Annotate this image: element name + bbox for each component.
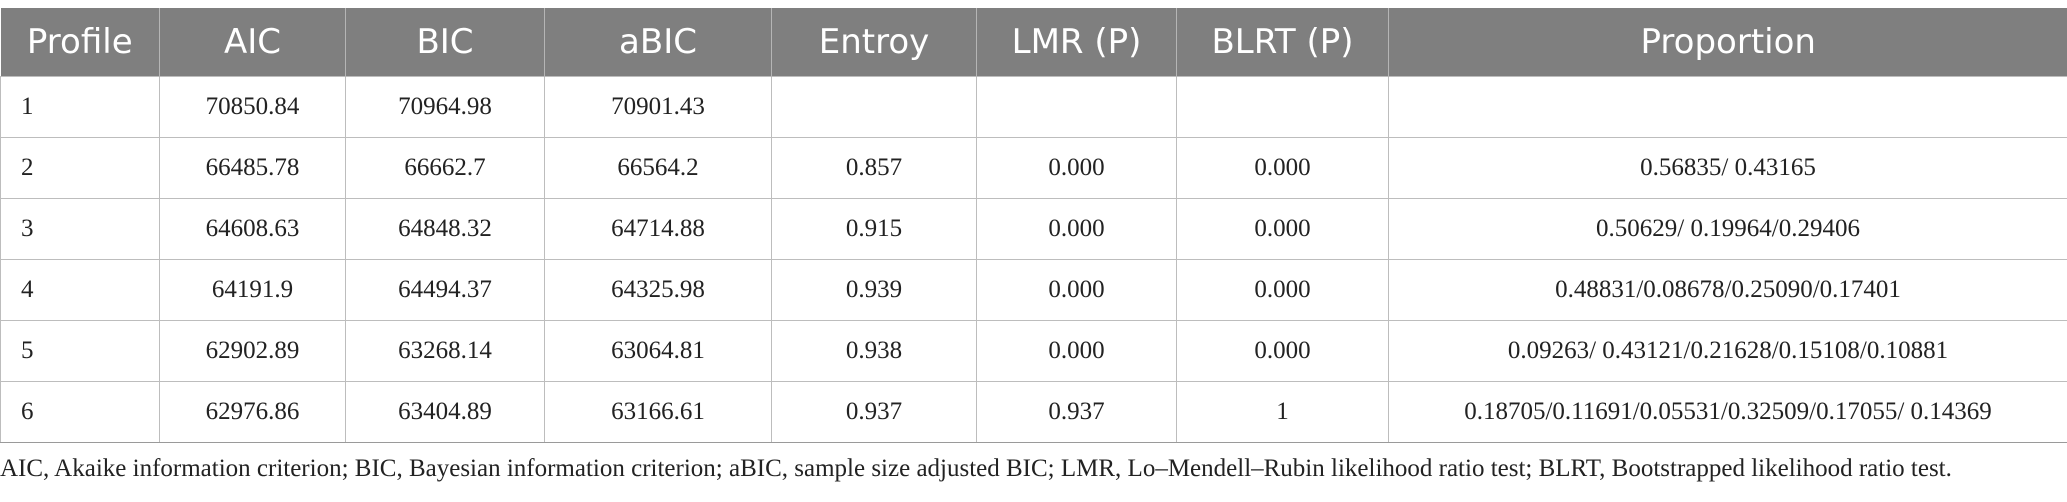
cell-entropy: 0.938 xyxy=(771,320,977,382)
cell-lmr: 0.000 xyxy=(976,137,1177,199)
cell-entropy: 0.915 xyxy=(771,198,977,260)
cell-profile: 3 xyxy=(0,198,160,260)
cell-profile: 4 xyxy=(0,259,160,321)
cell-abic: 63064.81 xyxy=(544,320,772,382)
cell-proportion: 0.09263/ 0.43121/0.21628/0.15108/0.10881 xyxy=(1388,320,2067,382)
header-blrt: BLRT (P) xyxy=(1176,8,1389,77)
profile-fit-table: Profile AIC BIC aBIC Entroy LMR (P) BLRT… xyxy=(0,8,2067,443)
cell-aic: 64608.63 xyxy=(159,198,346,260)
header-abic: aBIC xyxy=(544,8,772,77)
cell-aic: 64191.9 xyxy=(159,259,346,321)
cell-profile: 2 xyxy=(0,137,160,199)
cell-entropy: 0.939 xyxy=(771,259,977,321)
cell-bic: 70964.98 xyxy=(345,76,545,138)
header-bic: BIC xyxy=(345,8,545,77)
cell-lmr: 0.937 xyxy=(976,381,1177,443)
cell-proportion: 0.18705/0.11691/0.05531/0.32509/0.17055/… xyxy=(1388,381,2067,443)
cell-entropy: 0.937 xyxy=(771,381,977,443)
cell-abic: 63166.61 xyxy=(544,381,772,443)
cell-lmr xyxy=(976,76,1177,138)
cell-profile: 5 xyxy=(0,320,160,382)
table-row: 3 64608.63 64848.32 64714.88 0.915 0.000… xyxy=(0,198,2067,260)
header-aic: AIC xyxy=(159,8,346,77)
cell-proportion: 0.48831/0.08678/0.25090/0.17401 xyxy=(1388,259,2067,321)
cell-profile: 6 xyxy=(0,381,160,443)
cell-entropy xyxy=(771,76,977,138)
cell-aic: 66485.78 xyxy=(159,137,346,199)
cell-proportion: 0.50629/ 0.19964/0.29406 xyxy=(1388,198,2067,260)
cell-profile: 1 xyxy=(0,76,160,138)
cell-bic: 63268.14 xyxy=(345,320,545,382)
cell-bic: 63404.89 xyxy=(345,381,545,443)
cell-lmr: 0.000 xyxy=(976,320,1177,382)
cell-aic: 62976.86 xyxy=(159,381,346,443)
cell-abic: 64325.98 xyxy=(544,259,772,321)
cell-blrt: 0.000 xyxy=(1176,137,1389,199)
cell-entropy: 0.857 xyxy=(771,137,977,199)
results-table-container: Profile AIC BIC aBIC Entroy LMR (P) BLRT… xyxy=(0,8,2067,443)
table-footnote: AIC, Akaike information criterion; BIC, … xyxy=(0,455,1952,482)
header-profile: Profile xyxy=(0,8,160,77)
cell-bic: 64848.32 xyxy=(345,198,545,260)
table-row: 4 64191.9 64494.37 64325.98 0.939 0.000 … xyxy=(0,259,2067,321)
cell-lmr: 0.000 xyxy=(976,259,1177,321)
cell-blrt: 1 xyxy=(1176,381,1389,443)
header-entropy: Entroy xyxy=(771,8,977,77)
header-lmr: LMR (P) xyxy=(976,8,1177,77)
cell-abic: 64714.88 xyxy=(544,198,772,260)
cell-proportion xyxy=(1388,76,2067,138)
cell-blrt: 0.000 xyxy=(1176,320,1389,382)
cell-aic: 70850.84 xyxy=(159,76,346,138)
table-row: 5 62902.89 63268.14 63064.81 0.938 0.000… xyxy=(0,320,2067,382)
cell-abic: 66564.2 xyxy=(544,137,772,199)
header-proportion: Proportion xyxy=(1388,8,2067,77)
table-row: 2 66485.78 66662.7 66564.2 0.857 0.000 0… xyxy=(0,137,2067,199)
cell-proportion: 0.56835/ 0.43165 xyxy=(1388,137,2067,199)
cell-blrt: 0.000 xyxy=(1176,198,1389,260)
table-row: 6 62976.86 63404.89 63166.61 0.937 0.937… xyxy=(0,381,2067,443)
cell-blrt: 0.000 xyxy=(1176,259,1389,321)
cell-aic: 62902.89 xyxy=(159,320,346,382)
cell-lmr: 0.000 xyxy=(976,198,1177,260)
header-row: Profile AIC BIC aBIC Entroy LMR (P) BLRT… xyxy=(0,8,2067,77)
cell-abic: 70901.43 xyxy=(544,76,772,138)
cell-bic: 66662.7 xyxy=(345,137,545,199)
table-row: 1 70850.84 70964.98 70901.43 xyxy=(0,76,2067,138)
cell-blrt xyxy=(1176,76,1389,138)
cell-bic: 64494.37 xyxy=(345,259,545,321)
